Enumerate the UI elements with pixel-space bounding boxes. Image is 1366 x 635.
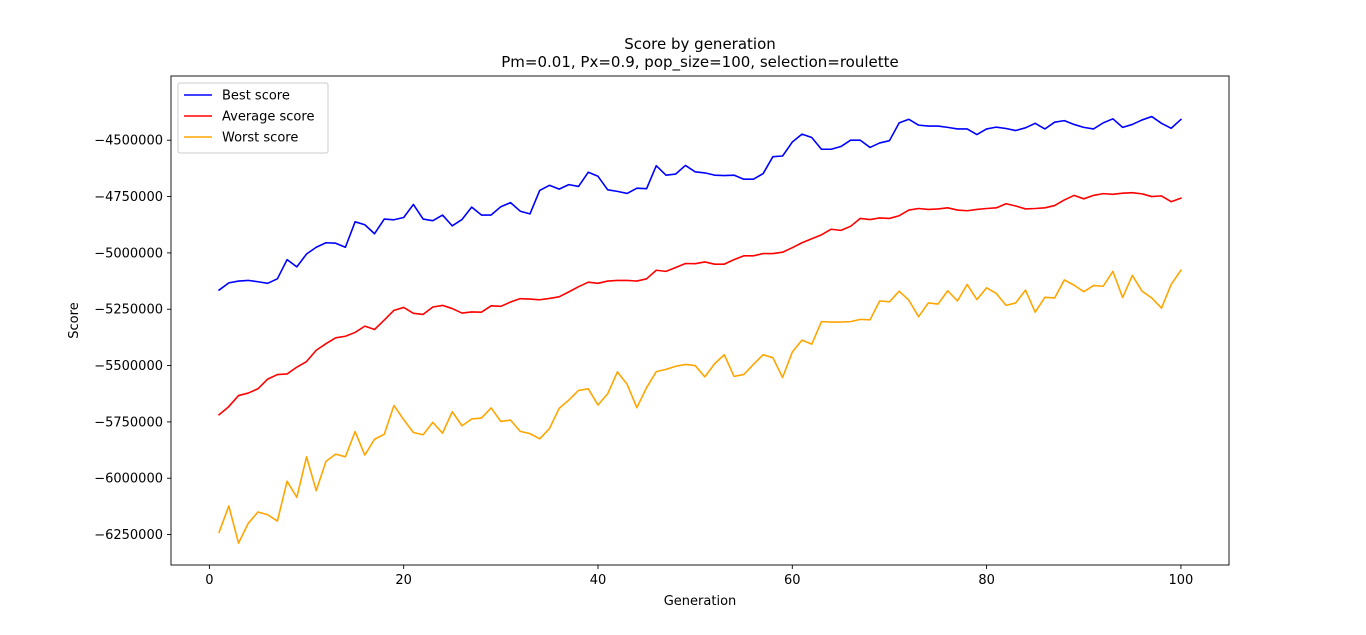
y-tick-label: −6250000 [94,528,163,543]
y-tick-label: −6000000 [94,472,163,487]
x-tick-label: 80 [978,573,995,588]
plot-area [171,76,1229,565]
legend-box [177,82,329,154]
x-tick-label: 40 [590,573,607,588]
y-tick-label: −5250000 [94,303,163,318]
x-axis-label: Generation [664,594,737,609]
y-tick-label: −4500000 [94,134,163,149]
x-tick-label: 60 [784,573,801,588]
y-tick-label: −5500000 [94,359,163,374]
series-line-1 [217,115,1183,292]
legend-entry-2: Average score [222,110,314,125]
x-tick-label: 100 [1168,573,1193,588]
y-tick-label: −5750000 [94,415,163,430]
y-tick-label: −5000000 [94,246,163,261]
x-tick-label: 20 [395,573,412,588]
axes-frame [170,75,1230,566]
x-tick-label: 0 [205,573,213,588]
legend-entry-1: Best score [222,89,290,104]
chart-title: Score by generation [624,35,776,53]
chart-subtitle: Pm=0.01, Px=0.9, pop_size=100, selection… [501,53,898,72]
legend-entry-3: Worst score [222,131,298,146]
y-axis-label: Score [67,302,82,338]
series-line-2 [217,191,1182,416]
y-tick-label: −4750000 [94,190,163,205]
series-line-3 [218,269,1183,544]
